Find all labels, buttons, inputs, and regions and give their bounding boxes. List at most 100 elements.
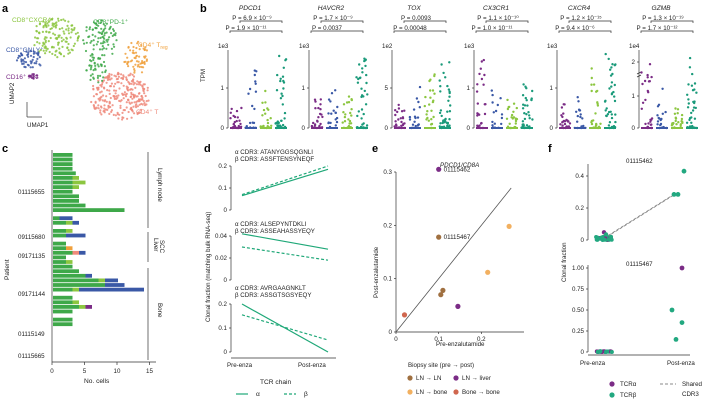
expression-point	[674, 116, 677, 119]
umap-point	[103, 32, 106, 35]
expression-point	[515, 117, 519, 121]
expression-point	[690, 121, 693, 125]
expression-point	[491, 101, 494, 104]
umap-point	[34, 36, 37, 39]
umap-point	[53, 33, 57, 36]
expression-point	[482, 83, 485, 86]
umap-point	[92, 104, 95, 107]
umap-point	[95, 93, 99, 96]
axis-scale: 1e3	[218, 43, 229, 50]
umap-point	[42, 42, 45, 45]
expression-point	[232, 114, 235, 118]
umap-point	[67, 42, 70, 46]
umap-point	[58, 51, 61, 55]
umap-point	[134, 86, 137, 89]
umap-point	[126, 98, 130, 101]
expression-point	[361, 71, 364, 74]
expression-point	[648, 62, 652, 66]
cell-count-bar	[53, 216, 60, 221]
expression-point	[523, 112, 526, 115]
expression-point	[478, 72, 481, 76]
y-tick-label: 0.1	[383, 276, 392, 283]
expression-point	[506, 98, 509, 102]
umap-point	[139, 62, 142, 65]
expression-point	[429, 96, 432, 99]
umap-point	[125, 106, 128, 109]
cell-count-bar	[53, 300, 73, 305]
clone-beta-cdr3: β CDR3: ASSEAHASSYEQY	[235, 228, 315, 235]
expression-point	[424, 95, 427, 99]
expression-point	[693, 101, 696, 105]
expression-point	[329, 121, 332, 125]
umap-point	[90, 60, 93, 63]
umap-point	[15, 59, 19, 62]
expression-point	[397, 107, 401, 110]
expression-point	[650, 118, 653, 122]
cell-count-bar	[53, 171, 76, 176]
umap-point	[113, 45, 116, 48]
expression-point	[266, 107, 269, 110]
x-tick-label: 0.2	[477, 336, 486, 343]
expression-point	[280, 92, 283, 95]
expression-point	[428, 103, 431, 106]
legend-tcr-beta: TCRβ	[620, 392, 637, 399]
umap-point	[54, 24, 57, 28]
p-value-bottom: P = 0.0037	[312, 25, 343, 32]
panel-e-title: PDCD1/CD8A	[440, 162, 479, 169]
y-tick-label: 1	[632, 93, 636, 100]
expression-point	[229, 117, 232, 120]
cell-count-bar	[53, 246, 66, 251]
umap-point	[140, 71, 144, 74]
expression-point	[690, 111, 693, 115]
umap-point	[122, 75, 125, 78]
cell-count-bar	[53, 278, 99, 283]
cell-count-bar	[59, 216, 73, 221]
umap-point	[104, 69, 107, 72]
umap-point	[133, 68, 136, 71]
umap-point	[54, 50, 57, 53]
y-tick-label: 0	[581, 237, 585, 244]
umap-point	[51, 24, 54, 27]
expression-point	[680, 113, 684, 117]
expression-point	[676, 112, 679, 115]
expression-point	[531, 89, 534, 93]
p-bracket-bottom	[475, 30, 529, 33]
umap-point	[117, 72, 120, 75]
umap-point	[106, 89, 109, 92]
umap-point	[29, 66, 32, 69]
shared-cdr3-line	[606, 193, 677, 238]
expression-point	[560, 114, 563, 117]
expression-point	[430, 122, 434, 126]
umap-point	[45, 25, 48, 29]
umap-point	[97, 81, 100, 84]
clone-y-tick-label: 0	[224, 207, 228, 214]
umap-point	[45, 36, 48, 39]
umap-point	[88, 64, 91, 67]
expression-point	[648, 80, 651, 83]
expression-point	[347, 95, 351, 98]
expression-point	[590, 121, 593, 124]
expression-point	[447, 88, 451, 91]
umap-point	[92, 69, 95, 72]
expression-point	[674, 107, 677, 110]
umap-point	[137, 63, 140, 66]
umap-point	[45, 47, 48, 50]
umap-point	[71, 49, 74, 52]
site-scc: SCC	[158, 240, 165, 254]
umap-point	[92, 44, 95, 47]
expression-point	[672, 121, 675, 125]
p-value-bottom: P = 1.0 × 10⁻¹¹	[472, 25, 513, 32]
expression-point	[604, 99, 607, 103]
expression-point	[604, 52, 607, 56]
umap-point	[89, 68, 92, 71]
umap-point	[62, 30, 65, 33]
umap-point	[138, 55, 141, 58]
expression-point	[317, 116, 320, 119]
expression-point	[562, 112, 565, 115]
umap-point	[106, 108, 109, 111]
gene-plot-pdcd1: PDCD1 P = 6.9 × 10⁻⁹ P = 1.9 × 10⁻¹¹ 1e3 1 0	[218, 5, 288, 132]
expression-point	[394, 113, 397, 117]
clone-y-tick-label: 0.2	[218, 301, 227, 308]
umap-point	[33, 51, 36, 54]
umap-point	[117, 75, 120, 78]
